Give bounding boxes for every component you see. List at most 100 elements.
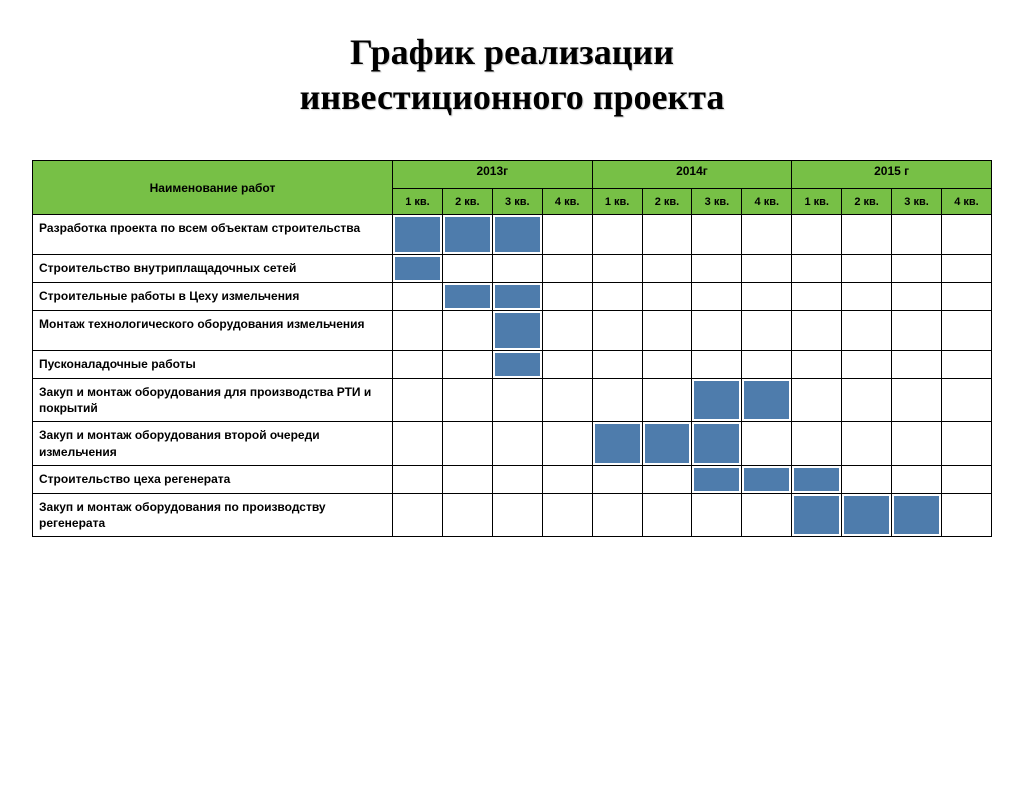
gantt-cell [742,215,792,255]
gantt-cell [393,311,443,351]
gantt-cell [592,493,642,536]
gantt-cell [842,283,892,311]
table-header: Наименование работ2013г2014г2015 г1 кв.2… [33,161,992,215]
gantt-fill [445,285,490,308]
col-header-quarter: 1 кв. [592,189,642,215]
gantt-cell [592,255,642,283]
title-line-1: График реализации [350,32,674,72]
gantt-cell [442,493,492,536]
gantt-cell [442,311,492,351]
gantt-fill [694,468,739,491]
gantt-table: Наименование работ2013г2014г2015 г1 кв.2… [32,160,992,537]
gantt-cell [642,379,692,422]
col-header-quarter: 2 кв. [642,189,692,215]
gantt-cell [692,351,742,379]
gantt-cell [892,422,942,465]
gantt-cell [492,311,542,351]
gantt-cell [642,493,692,536]
gantt-cell [941,283,991,311]
gantt-cell [792,379,842,422]
gantt-cell [393,379,443,422]
gantt-cell [792,311,842,351]
gantt-cell [492,283,542,311]
gantt-cell [792,493,842,536]
gantt-cell [393,493,443,536]
gantt-cell [692,255,742,283]
gantt-cell [642,465,692,493]
gantt-cell [742,422,792,465]
table-row: Разработка проекта по всем объектам стро… [33,215,992,255]
col-header-quarter: 1 кв. [393,189,443,215]
table-row: Строительство цеха регенерата [33,465,992,493]
task-name-cell: Пусконаладочные работы [33,351,393,379]
gantt-cell [842,351,892,379]
gantt-cell [442,215,492,255]
title-line-2: инвестиционного проекта [300,77,725,117]
gantt-fill [495,353,540,376]
col-header-quarter: 1 кв. [792,189,842,215]
gantt-cell [941,215,991,255]
gantt-cell [442,422,492,465]
gantt-cell [842,311,892,351]
gantt-cell [592,465,642,493]
gantt-cell [692,493,742,536]
gantt-fill [744,468,789,491]
task-name-cell: Строительные работы в Цеху измельчения [33,283,393,311]
gantt-cell [941,379,991,422]
gantt-fill [395,257,440,280]
gantt-cell [393,351,443,379]
gantt-cell [692,215,742,255]
gantt-cell [542,215,592,255]
col-header-year: 2015 г [792,161,992,189]
col-header-quarter: 4 кв. [742,189,792,215]
col-header-quarter: 4 кв. [941,189,991,215]
gantt-cell [792,255,842,283]
gantt-cell [592,215,642,255]
gantt-cell [792,465,842,493]
gantt-cell [642,351,692,379]
table-body: Разработка проекта по всем объектам стро… [33,215,992,537]
gantt-cell [692,422,742,465]
col-header-year: 2013г [393,161,593,189]
gantt-cell [542,311,592,351]
table-row: Закуп и монтаж оборудования по производс… [33,493,992,536]
col-header-quarter: 3 кв. [692,189,742,215]
gantt-cell [442,351,492,379]
gantt-fill [495,285,540,308]
gantt-cell [692,283,742,311]
col-header-quarter: 4 кв. [542,189,592,215]
task-name-cell: Закуп и монтаж оборудования второй очере… [33,422,393,465]
gantt-cell [492,493,542,536]
gantt-cell [442,379,492,422]
gantt-cell [742,255,792,283]
gantt-fill [844,496,889,534]
gantt-cell [592,283,642,311]
task-name-cell: Монтаж технологического оборудования изм… [33,311,393,351]
gantt-cell [592,379,642,422]
table-row: Пусконаладочные работы [33,351,992,379]
gantt-cell [442,255,492,283]
gantt-cell [742,493,792,536]
gantt-cell [692,379,742,422]
col-header-quarter: 2 кв. [442,189,492,215]
gantt-cell [642,215,692,255]
gantt-fill [894,496,939,534]
col-header-quarter: 3 кв. [492,189,542,215]
gantt-cell [892,283,942,311]
gantt-fill [395,217,440,252]
table-row: Строительные работы в Цеху измельчения [33,283,992,311]
col-header-year: 2014г [592,161,792,189]
gantt-cell [642,255,692,283]
gantt-cell [941,422,991,465]
col-header-quarter: 3 кв. [892,189,942,215]
gantt-cell [442,283,492,311]
gantt-cell [393,422,443,465]
gantt-cell [692,311,742,351]
gantt-fill [694,424,739,462]
gantt-cell [642,283,692,311]
gantt-cell [792,422,842,465]
gantt-fill [645,424,690,462]
gantt-cell [842,215,892,255]
gantt-cell [592,351,642,379]
gantt-cell [842,465,892,493]
